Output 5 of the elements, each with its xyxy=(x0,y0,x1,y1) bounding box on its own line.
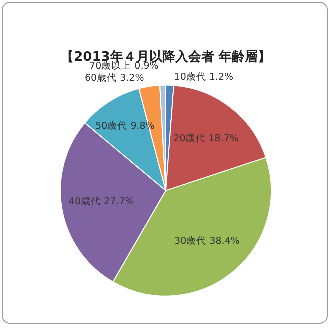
slice-label: 60歳代 3.2% xyxy=(84,72,144,84)
slice-label: 40歳代 27.7% xyxy=(68,196,134,208)
slice-label: 10歳代 1.2% xyxy=(174,70,234,83)
slice-label: 20歳代 18.7% xyxy=(174,132,239,145)
slice-label: 30歳代 38.4% xyxy=(174,235,240,248)
